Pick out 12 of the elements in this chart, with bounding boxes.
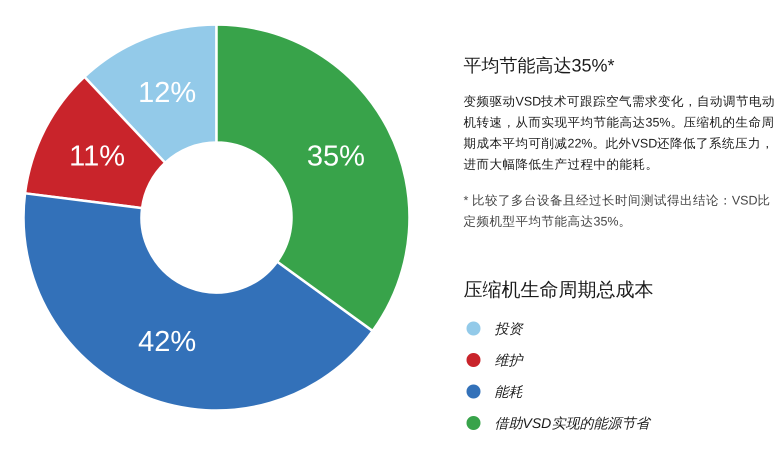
legend-label: 投资 bbox=[494, 320, 524, 336]
legend-label: 能耗 bbox=[494, 384, 524, 400]
legend-title: 压缩机生命周期总成本 bbox=[464, 280, 654, 301]
legend-label: 维护 bbox=[494, 352, 524, 368]
legend-label: 借助VSD实现的能源节省 bbox=[494, 415, 652, 431]
data-label: 12% bbox=[138, 76, 196, 109]
data-label: 11% bbox=[69, 140, 126, 173]
data-label: 35% bbox=[306, 140, 365, 173]
text: 平均节能高达35%* bbox=[464, 56, 615, 76]
data-label: 42% bbox=[138, 326, 196, 358]
text: * 比较了多台设备且经过长时间测试得出结论：VSD比定频机型平均节能高达35%。 bbox=[464, 194, 771, 228]
text: 变频驱动VSD技术可跟踪空气需求变化，自动调节电动机转速，从而实现平均节能高达35%。压缩机的生命周期成本平均可削减22%。此外VSD还降低了系统压力，进而大幅降低生产过程中的能耗。 bbox=[464, 94, 776, 172]
